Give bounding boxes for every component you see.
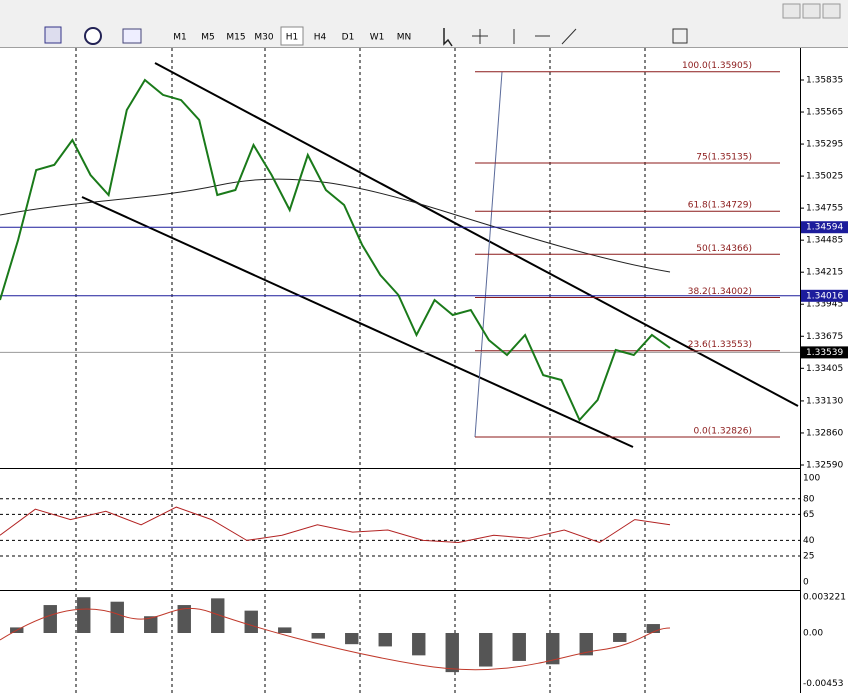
timeframe-button[interactable]: H1: [286, 33, 299, 43]
rsi-label: 80: [803, 494, 815, 504]
rsi-label: 65: [803, 510, 814, 520]
level-label: 1.34594: [806, 223, 843, 233]
moving-average: [0, 178, 671, 273]
macd-bar: [546, 633, 560, 665]
tf-active: [280, 26, 304, 46]
macd-bar: [144, 616, 158, 633]
minimize[interactable]: [782, 3, 801, 19]
timeframe-button[interactable]: MN: [397, 33, 412, 43]
clock-icon[interactable]: [84, 27, 102, 45]
macd-bar: [412, 633, 426, 656]
price-label: 1.34485: [806, 236, 843, 246]
price-label: 1.35835: [806, 76, 843, 86]
macd-bar: [345, 633, 359, 645]
timeframe-button[interactable]: M30: [254, 33, 273, 43]
price-label: 1.34755: [806, 204, 843, 214]
channel-lower: [81, 196, 634, 448]
macd-bar: [211, 598, 225, 633]
window-buttons[interactable]: [782, 3, 841, 19]
macd-bar: [278, 627, 292, 633]
macd-bar: [77, 597, 91, 633]
line-tools[interactable]: [513, 28, 577, 45]
timeframe-button[interactable]: M15: [226, 33, 245, 43]
price-label: 1.32590: [806, 460, 843, 470]
macd-bar: [378, 633, 392, 647]
price-label: 1.34215: [806, 268, 843, 278]
fib-label: 38.2(1.34002): [688, 287, 752, 297]
timeframe-button[interactable]: W1: [370, 33, 385, 43]
close[interactable]: [822, 3, 841, 19]
crosshair-icon[interactable]: [472, 29, 488, 44]
macd-bar: [646, 624, 660, 633]
price-label: 1.35025: [806, 172, 843, 182]
macd-bar: [43, 605, 57, 633]
rsi-label: 100: [803, 474, 820, 484]
macd-bar: [177, 605, 191, 633]
macd-bar: [613, 633, 627, 642]
macd-bar: [512, 633, 526, 661]
macd-label: 0.00: [803, 629, 823, 639]
price-label: 1.33130: [806, 396, 843, 406]
fib-label: 75(1.35135): [696, 153, 752, 163]
price-label: 1.35565: [806, 108, 843, 118]
macd-signal: [0, 607, 671, 671]
rsi-line: [0, 506, 671, 544]
timeframe-button[interactable]: H4: [314, 33, 327, 43]
macd-bar: [311, 633, 325, 639]
price-label: 1.33675: [806, 332, 843, 342]
macd-label: -0.00453: [803, 679, 843, 689]
cursor-icon[interactable]: [443, 28, 453, 47]
fib-label: 61.8(1.34729): [688, 201, 752, 211]
price-label: 1.33945: [806, 300, 843, 310]
timeframe-button[interactable]: M1: [173, 33, 187, 43]
rsi-label: 40: [803, 536, 815, 546]
macd-bar: [244, 610, 258, 633]
fib-label: 50(1.34366): [696, 244, 752, 254]
rsi-label: 25: [803, 552, 814, 562]
timeframe-button[interactable]: D1: [342, 33, 355, 43]
level-tag: [801, 221, 848, 234]
macd-bar: [579, 633, 593, 656]
price-label: 1.35295: [806, 140, 843, 150]
level-label: 1.34016: [806, 291, 843, 301]
macd-bar: [445, 633, 459, 673]
channel-upper: [154, 62, 799, 407]
indicator-icon[interactable]: [122, 28, 142, 44]
price-line: [0, 78, 671, 422]
macd-label: 0.003221: [803, 592, 846, 602]
toolbar-icons: [44, 26, 688, 47]
timeframe-button[interactable]: M5: [201, 33, 215, 43]
price-label: 1.32860: [806, 428, 843, 438]
chart-area: [0, 48, 800, 693]
drawings: [0, 48, 801, 693]
macd-bar: [110, 601, 124, 633]
rsi-label: 0: [803, 578, 809, 588]
level-tag: [801, 346, 848, 359]
price-label: 1.33405: [806, 364, 843, 374]
label-icon[interactable]: [672, 28, 688, 44]
level-label: 1.33539: [806, 348, 843, 358]
level-tag: [801, 289, 848, 302]
new-chart-icon[interactable]: [44, 26, 62, 44]
fib-label: 0.0(1.32826): [693, 426, 752, 436]
fib-label: 100.0(1.35905): [682, 61, 752, 71]
macd-bar: [479, 633, 493, 667]
fib-label: 23.6(1.33553): [688, 340, 752, 350]
restore[interactable]: [802, 3, 821, 19]
